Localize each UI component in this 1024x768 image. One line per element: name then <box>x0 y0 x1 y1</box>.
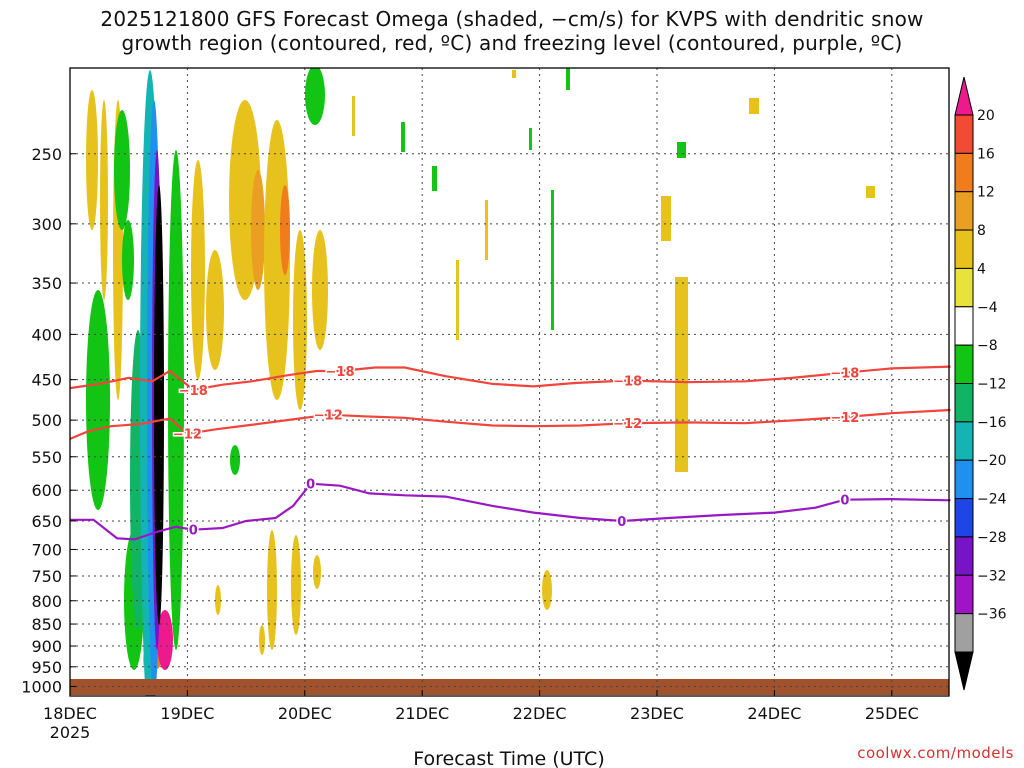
colorbar-label: −32 <box>977 568 1007 584</box>
colorbar-label: −8 <box>977 338 998 354</box>
colorbar-bottom-arrow <box>954 651 974 691</box>
y-tick-label: 750 <box>31 567 62 586</box>
contour-line-0 <box>69 365 951 391</box>
y-tick-label: 650 <box>31 512 62 531</box>
x-tick-label: 18DEC <box>43 704 97 723</box>
x-axis-label: Forecast Time (UTC) <box>413 748 604 768</box>
colorbar-swatch <box>954 421 974 461</box>
x-tick-label: 21DEC <box>395 704 449 723</box>
colorbar-label: −36 <box>977 607 1007 623</box>
y-tick-label: 700 <box>31 540 62 559</box>
colorbar-swatch <box>954 459 974 500</box>
colorbar-swatch <box>954 536 974 576</box>
colorbar-label: −20 <box>977 453 1007 469</box>
x-tick-label: 19DEC <box>160 704 214 723</box>
x-axis-ticks: 18DEC 19DEC 20DEC 21DEC 22DEC 23DEC 24DEC 25DEC… <box>43 690 919 742</box>
colorbar-label: −4 <box>977 300 998 316</box>
source-credit: coolwx.com/models <box>857 744 1014 762</box>
colorbar-label: −28 <box>977 530 1007 546</box>
y-tick-label: 500 <box>31 411 62 430</box>
colorbar-label: 4 <box>977 261 986 277</box>
colorbar-swatch <box>954 306 974 346</box>
y-tick-label: 300 <box>31 215 62 234</box>
contour-label: −12 <box>173 428 202 443</box>
contour-line-1 <box>69 408 951 440</box>
colorbar-label: −12 <box>977 377 1007 393</box>
y-tick-label: 600 <box>31 481 62 500</box>
colorbar-swatch <box>954 152 974 193</box>
omega-shading-layer <box>86 68 875 696</box>
colorbar-swatch <box>954 191 974 231</box>
y-tick-label: 1000 <box>21 678 62 697</box>
contour-label: −18 <box>830 367 859 382</box>
y-tick-label: 850 <box>31 615 62 634</box>
colorbar-swatch <box>954 574 974 615</box>
x-tick-label: 22DEC <box>513 704 567 723</box>
colorbar-swatch <box>954 498 974 538</box>
y-tick-label: 550 <box>31 448 62 467</box>
colorbar-swatch <box>954 613 974 653</box>
contour-line-2 <box>70 482 951 541</box>
contour-label: 0 <box>617 515 626 530</box>
colorbar-swatch <box>954 267 974 308</box>
chart-title-line1: 2025121800 GFS Forecast Omega (shaded, −… <box>100 7 924 31</box>
y-axis-ticks: 250 300 350 400 450 500 550 600 650 700 750 800 850 9… <box>21 145 76 697</box>
y-tick-label: 350 <box>31 274 62 293</box>
colorbar-swatch <box>954 229 974 269</box>
plot-frame <box>69 67 950 697</box>
y-tick-label: 800 <box>31 592 62 611</box>
colorbar-top-arrow <box>954 76 974 116</box>
x-tick-label: 25DEC <box>865 704 919 723</box>
contour-label: 0 <box>189 524 198 539</box>
colorbar-label: 12 <box>977 185 995 201</box>
colorbar-label: 8 <box>977 223 986 239</box>
omega-shading-positive <box>86 70 875 672</box>
x-tick-label: 24DEC <box>747 704 801 723</box>
x-tick-label: 20DEC <box>278 704 332 723</box>
colorbar-label: 16 <box>977 146 995 162</box>
x-tick-year: 2025 <box>50 723 91 742</box>
omega-shading-negative <box>86 68 686 696</box>
y-tick-label: 950 <box>31 658 62 677</box>
contour-label: −18 <box>326 365 355 380</box>
x-tick-label: 23DEC <box>630 704 684 723</box>
temperature-contours <box>69 365 951 541</box>
y-tick-label: 400 <box>31 325 62 344</box>
colorbar-swatch <box>954 114 974 154</box>
colorbar-label: 20 <box>977 108 995 124</box>
contour-label: 0 <box>306 478 315 493</box>
chart-title-line2: growth region (contoured, red, ºC) and f… <box>121 31 903 55</box>
colorbar-swatch <box>954 344 974 384</box>
contour-label: −12 <box>314 409 343 424</box>
contour-label: −18 <box>179 384 208 399</box>
y-tick-label: 900 <box>31 637 62 656</box>
contour-label: −18 <box>613 374 642 389</box>
colorbar-label: −24 <box>977 492 1007 508</box>
y-tick-label: 250 <box>31 145 62 164</box>
contour-label: −12 <box>613 417 642 432</box>
contour-label: 0 <box>840 494 849 509</box>
contour-label: −12 <box>830 411 859 426</box>
omega-colorbar: 20 16 12 8 4 −4 −8 −12 −16 −20 −24 −28 −32 −36 <box>954 76 1007 691</box>
y-tick-label: 450 <box>31 371 62 390</box>
contour-labels: −18 −18 −18 −18 −12 −12 −12 −12 0 0 0 0 <box>171 364 860 541</box>
colorbar-label: −16 <box>977 415 1007 431</box>
colorbar-swatch <box>954 383 974 423</box>
plot-grid <box>70 68 949 696</box>
